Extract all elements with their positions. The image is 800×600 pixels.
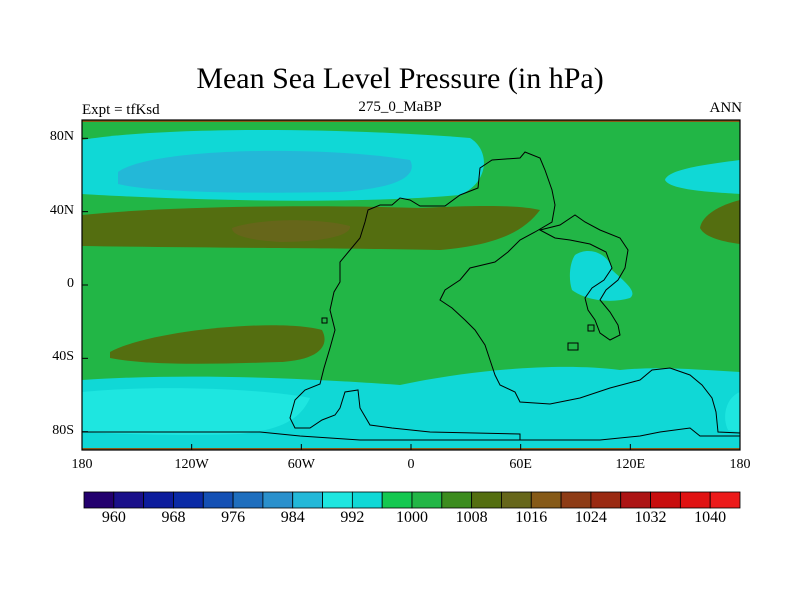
island-outline: [321, 317, 328, 324]
chart-title: Mean Sea Level Pressure (in hPa): [196, 62, 604, 95]
experiment-label: Expt = tfKsd: [82, 102, 160, 118]
colorbar-swatch: [381, 491, 413, 509]
colorbar-swatch: [590, 491, 622, 509]
x-tick-label: 180: [729, 457, 751, 472]
field-region-nh-high-core: [232, 220, 351, 242]
axis-ticks: [81, 137, 741, 450]
colorbar-label: 976: [221, 509, 246, 526]
colorbar-swatch: [83, 491, 115, 509]
field-region-nh-high-east: [700, 200, 740, 244]
season-label: ANN: [709, 100, 743, 116]
field-region-sh-low-core-east: [725, 392, 740, 432]
colorbar-label: 960: [101, 509, 126, 526]
field-region-sh-high: [110, 325, 325, 364]
x-tick-label: 60W: [287, 457, 315, 472]
y-tick-label: 80S: [52, 422, 74, 438]
colorbar-label: 1032: [634, 509, 667, 526]
colorbar: [83, 491, 741, 509]
colorbar-swatch: [501, 491, 532, 509]
colorbar-swatch: [709, 491, 741, 509]
colorbar-swatch: [173, 491, 204, 509]
colorbar-swatch: [262, 491, 294, 509]
pressure-field: [82, 120, 740, 450]
y-tick-label: 80N: [49, 129, 74, 145]
continent-outlines: [82, 151, 741, 441]
x-tick-label: 180: [71, 457, 93, 472]
continent-outline-east: [538, 214, 629, 341]
island-outline: [567, 342, 579, 351]
x-tick-label: 0: [407, 457, 415, 472]
colorbar-swatch: [471, 491, 502, 509]
colorbar-label: 1024: [574, 509, 607, 526]
colorbar-swatch: [411, 491, 443, 509]
colorbar-swatch: [620, 491, 651, 509]
colorbar-swatch: [232, 491, 264, 509]
colorbar-swatch: [560, 491, 592, 509]
colorbar-label: 1016: [515, 509, 548, 526]
y-tick-label: 40S: [52, 349, 74, 365]
period-label: 275_0_MaBP: [358, 99, 442, 115]
colorbar-label: 1040: [694, 509, 727, 526]
colorbar-swatch: [202, 491, 234, 509]
island-outline: [587, 324, 595, 332]
continent-outline-pangea: [289, 151, 741, 441]
colorbar-swatch: [292, 491, 323, 509]
colorbar-swatch: [322, 491, 353, 509]
colorbar-label: 1000: [396, 509, 428, 526]
field-region-indian-low: [569, 250, 633, 301]
colorbar-label: 992: [340, 509, 365, 526]
field-region-nh-low-core: [118, 150, 412, 193]
colorbar-label: 984: [280, 509, 305, 526]
x-tick-label: 120E: [615, 457, 646, 472]
y-tick-label: 0: [67, 276, 74, 291]
field-region-sh-low-core: [82, 388, 310, 435]
colorbar-swatch: [351, 491, 383, 509]
colorbar-swatch: [143, 491, 174, 509]
y-tick-label: 40N: [49, 202, 74, 218]
continent-outline-antarctic-rim: [82, 431, 520, 441]
colorbar-swatch: [650, 491, 681, 509]
colorbar-label: 1008: [455, 509, 488, 526]
x-tick-label: 60E: [509, 457, 532, 472]
colorbar-label: 968: [161, 509, 186, 526]
colorbar-swatch: [113, 491, 145, 509]
colorbar-swatch: [441, 491, 473, 509]
colorbar-swatch: [530, 491, 562, 509]
field-region-nh-low-east: [665, 160, 740, 194]
x-tick-label: 120W: [174, 457, 209, 472]
colorbar-swatch: [679, 491, 711, 509]
